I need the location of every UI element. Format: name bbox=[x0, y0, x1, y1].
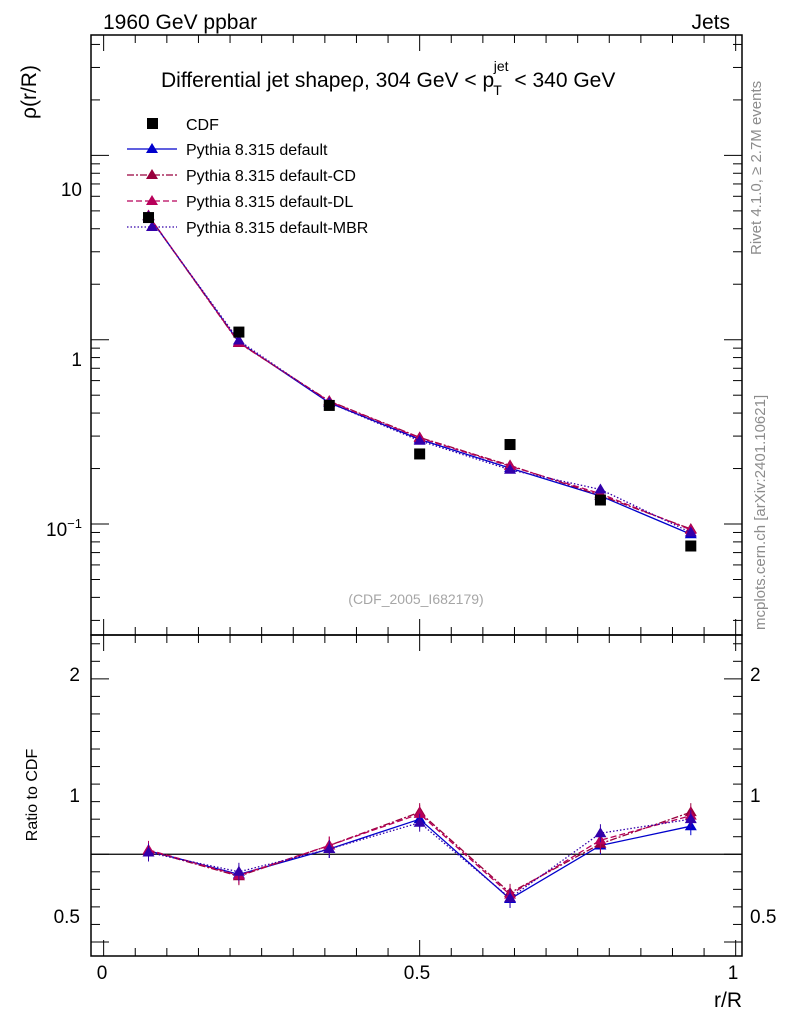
series-marker-mbr bbox=[504, 463, 517, 474]
ratio-marker-mbr bbox=[504, 892, 517, 903]
x-tick-label-0: 0 bbox=[97, 963, 108, 984]
header-right-label: Jets bbox=[691, 11, 730, 34]
main-series-group bbox=[142, 209, 697, 539]
ratio-marker-mbr bbox=[232, 865, 245, 876]
ratio-marker-dl bbox=[413, 807, 426, 818]
ratio-axis-title: Ratio to CDF bbox=[24, 749, 41, 842]
y-tick-label-1: 1 bbox=[71, 350, 82, 371]
plot-title: Differential jet shapeρ, 304 GeV < pTjet… bbox=[161, 58, 615, 98]
legend-label-cd: Pythia 8.315 default-CD bbox=[186, 168, 356, 185]
legend-marker-default bbox=[146, 143, 158, 153]
ratio-marker-mbr bbox=[684, 813, 697, 824]
y-tick-label-10: 10 bbox=[61, 180, 82, 201]
legend-label-cdf: CDF bbox=[186, 117, 219, 134]
legend-marker-cd bbox=[146, 169, 158, 179]
mcplots-label: mcplots.cern.ch [arXiv:2401.10621] bbox=[752, 395, 769, 630]
series-line-default bbox=[147, 215, 692, 535]
series-line-dl bbox=[147, 215, 692, 531]
cdf-data-points bbox=[143, 212, 697, 552]
legend: CDF Pythia 8.315 default Pythia 8.315 de… bbox=[127, 117, 368, 237]
legend-marker-cdf bbox=[147, 118, 158, 129]
x-tick-label-0.5: 0.5 bbox=[404, 963, 430, 984]
legend-label-mbr: Pythia 8.315 default-MBR bbox=[186, 220, 368, 237]
y-tick-label-0.1: 10−1 bbox=[46, 516, 82, 541]
x-axis-title: r/R bbox=[714, 989, 742, 1012]
header-left-label: 1960 GeV ppbar bbox=[103, 11, 257, 34]
ratio-marker-mbr bbox=[594, 827, 607, 838]
cdf-data-point bbox=[594, 494, 606, 506]
y-axis-title: ρ(r/R) bbox=[18, 65, 41, 119]
series-marker-mbr bbox=[413, 434, 426, 445]
legend-marker-mbr bbox=[146, 221, 158, 231]
cdf-data-point bbox=[323, 399, 335, 411]
ratio-plot-frame bbox=[90, 634, 743, 957]
cdf-data-point bbox=[504, 439, 516, 451]
cdf-data-point bbox=[414, 448, 426, 460]
analysis-watermark: (CDF_2005_I682179) bbox=[348, 591, 483, 607]
ratio-series-group bbox=[142, 803, 697, 908]
legend-label-dl: Pythia 8.315 default-DL bbox=[186, 194, 353, 211]
ratio-tick-label-1-left: 1 bbox=[69, 786, 80, 807]
legend-marker-dl bbox=[146, 195, 158, 205]
series-marker-mbr bbox=[684, 526, 697, 537]
ratio-tick-label-2-right: 2 bbox=[750, 665, 761, 686]
ratio-tick-label-0.5-right: 0.5 bbox=[750, 907, 776, 928]
cdf-data-point bbox=[143, 212, 155, 224]
series-line-cd bbox=[147, 215, 692, 530]
series-line-mbr bbox=[147, 216, 692, 534]
series-marker-mbr bbox=[594, 483, 607, 494]
ratio-tick-label-1-right: 1 bbox=[750, 786, 761, 807]
legend-label-default: Pythia 8.315 default bbox=[186, 142, 328, 159]
axis-ticks bbox=[91, 35, 742, 956]
x-tick-label-1: 1 bbox=[728, 963, 739, 984]
series-marker-mbr bbox=[232, 334, 245, 345]
ratio-marker-mbr bbox=[142, 846, 155, 857]
ratio-marker-mbr bbox=[323, 843, 336, 853]
cdf-data-point bbox=[685, 540, 697, 552]
ratio-marker-mbr bbox=[413, 816, 426, 827]
ratio-tick-label-2-left: 2 bbox=[69, 665, 80, 686]
ratio-tick-label-0.5-left: 0.5 bbox=[54, 907, 80, 928]
cdf-data-point bbox=[233, 326, 245, 338]
rivet-label: Rivet 4.1.0, ≥ 2.7M events bbox=[748, 81, 765, 255]
